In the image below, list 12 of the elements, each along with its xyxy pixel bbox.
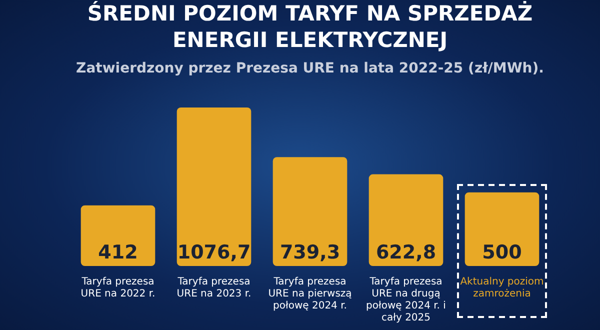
chart-subtitle: Zatwierdzony przez Prezesa URE na lata 2022-25 (zł/MWh). [76, 60, 544, 77]
x-tick-label: Taryfa prezesa URE na pierwszą połowę 2024 r. [268, 276, 352, 312]
data-label: 739,3 [280, 241, 340, 264]
chart-title: ŚREDNI POZIOM TARYF NA SPRZEDAŻ ENERGII ELEKTRYCZNEJ [87, 0, 533, 52]
x-tick-label: Taryfa prezesa URE na 2022 r. [80, 276, 156, 300]
data-label: 1076,7 [177, 241, 251, 264]
data-label: 412 [98, 241, 138, 264]
x-tick-label: Aktualny poziom zamrożenia [460, 276, 544, 300]
x-tick-label: Taryfa prezesa URE na 2023 r. [176, 276, 252, 300]
data-label: 500 [482, 241, 522, 264]
data-label: 622,8 [376, 241, 436, 264]
x-tick-label: Taryfa prezesa URE na drugą połowę 2024 r. i cały 2025 [366, 276, 446, 324]
